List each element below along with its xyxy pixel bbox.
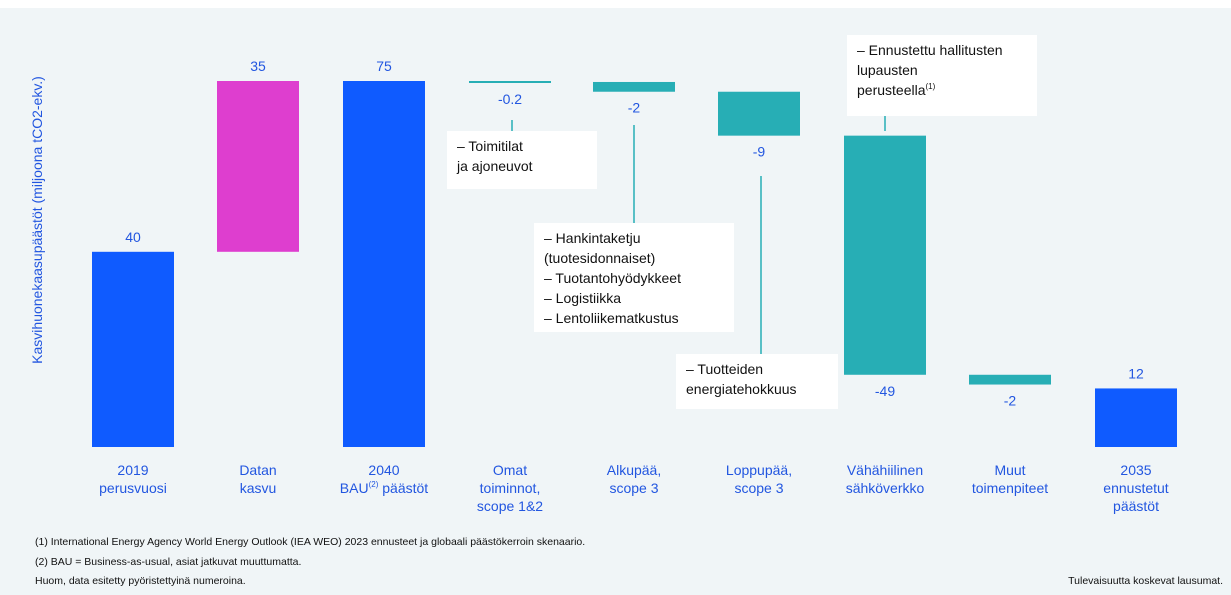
value-label-6: -49	[875, 383, 895, 399]
footnote-note: Huom, data esitetty pyöristettyinä numer…	[35, 575, 246, 587]
value-label-0: 40	[125, 229, 141, 245]
value-label-7: -2	[1004, 393, 1017, 409]
category-label-3-1: toiminnot,	[480, 480, 541, 496]
bar-2	[343, 81, 425, 447]
annotation-text-3-2: perusteella(1)	[857, 82, 936, 98]
annotation-box-2	[676, 354, 838, 409]
annotation-text-2-0: – Tuotteiden	[686, 361, 763, 377]
category-label-3-2: scope 1&2	[477, 498, 543, 514]
category-label-1-0: Datan	[239, 462, 276, 478]
annotation-text-0-1: ja ajoneuvot	[456, 158, 533, 174]
annotations-layer: – Toimitilat ja ajoneuvot – Hankintaketju…	[447, 35, 1037, 409]
annotation-box-3	[847, 35, 1037, 116]
category-label-2-0: 2040	[368, 462, 399, 478]
category-label-4-1: scope 3	[609, 480, 658, 496]
annotation-text-1-2: – Tuotantohyödykkeet	[544, 270, 681, 286]
category-label-0-0: 2019	[117, 462, 148, 478]
value-label-8: 12	[1128, 365, 1144, 381]
category-label-rest: päästöt	[378, 480, 428, 496]
category-label-6-1: sähköverkko	[846, 480, 925, 496]
category-label-3-0: Omat	[493, 462, 527, 478]
bar-7	[969, 374, 1051, 385]
category-label-0-1: perusvuosi	[99, 480, 167, 496]
footnote-ref: (1)	[926, 82, 936, 91]
annotation-text-2-1: energiatehokkuus	[686, 381, 797, 397]
footnote-2: (2) BAU = Business-as-usual, asiat jatku…	[35, 556, 301, 568]
category-label-5-0: Loppupää,	[726, 462, 792, 478]
annotation-box-1	[534, 223, 734, 332]
bar-1	[217, 81, 299, 252]
annotation-text-1-1: (tuotesidonnaiset)	[544, 250, 655, 266]
category-label-8-0: 2035	[1120, 462, 1151, 478]
category-label-8-1: ennustetut	[1103, 480, 1168, 496]
y-axis-label: Kasvihuonekaasupäästöt (miljoona tCO2-ek…	[29, 76, 45, 364]
value-label-5: -9	[753, 144, 766, 160]
value-label-4: -2	[628, 100, 641, 116]
category-label-7-0: Muut	[994, 462, 1025, 478]
annotation-text-1-4: – Lentoliikematkustus	[544, 310, 679, 326]
bar-6	[844, 135, 926, 375]
value-label-1: 35	[250, 58, 266, 74]
bar-0	[92, 251, 174, 447]
category-label-2-1: BAU(2) päästöt	[340, 480, 429, 496]
annotation-text-1-3: – Logistiikka	[544, 290, 621, 306]
annotation-text-3-1: lupausten	[857, 62, 918, 78]
footnote-ref: (2)	[369, 480, 379, 489]
value-label-3: -0.2	[498, 91, 522, 107]
annotation-text-1-0: – Hankintaketju	[544, 230, 641, 246]
category-label-8-2: päästöt	[1113, 498, 1159, 514]
annotation-box-0	[447, 131, 597, 189]
category-label-1-1: kasvu	[240, 480, 277, 496]
category-label-5-1: scope 3	[734, 480, 783, 496]
bar-5	[718, 91, 800, 136]
bar-8	[1095, 388, 1177, 447]
footnote-1: (1) International Energy Agency World En…	[35, 536, 585, 548]
annotation-text-3-0: – Ennustettu hallitusten	[857, 42, 1003, 58]
bar-3	[469, 81, 551, 83]
value-label-2: 75	[376, 58, 392, 74]
disclaimer: Tulevaisuutta koskevat lausumat.	[1068, 575, 1223, 587]
annotation-text-0-0: – Toimitilat	[457, 138, 523, 154]
category-label-4-0: Alkupää,	[607, 462, 661, 478]
bars-layer: 40 2019 perusvuosi 35 Datan kasvu 75 2040 BAU(2)…	[92, 58, 1177, 514]
category-label-7-1: toimenpiteet	[972, 480, 1048, 496]
category-label-6-0: Vähähiilinen	[847, 462, 923, 478]
bar-4	[593, 81, 675, 92]
